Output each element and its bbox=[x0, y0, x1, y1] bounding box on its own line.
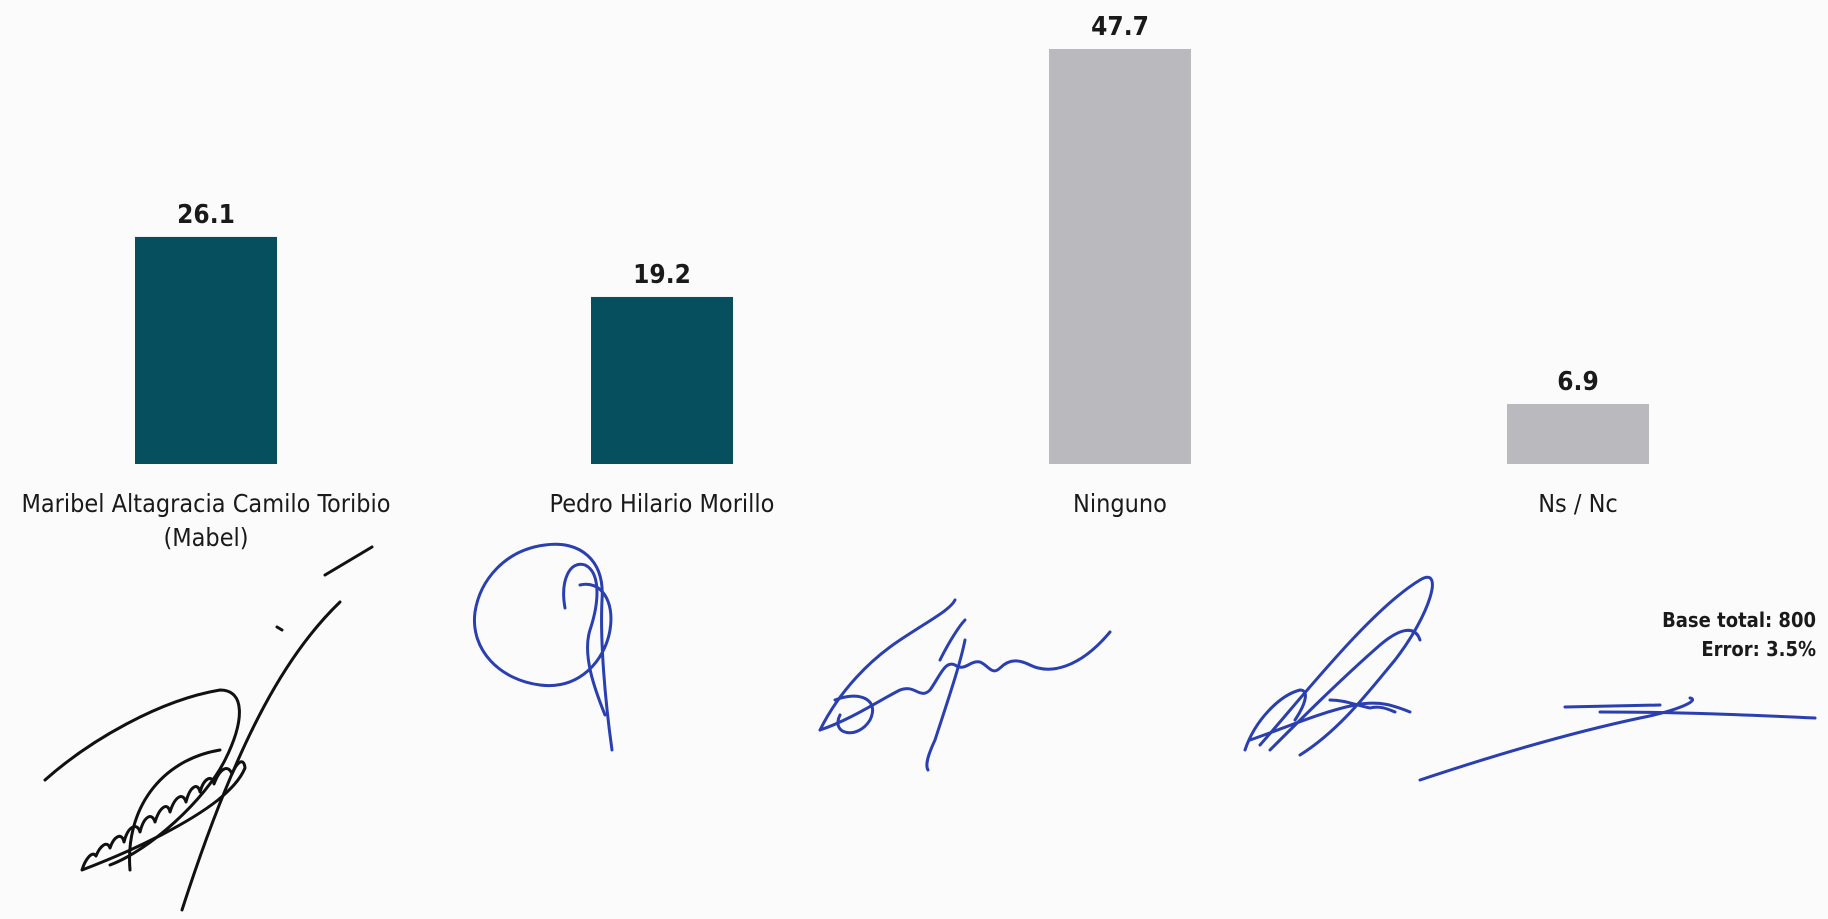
value-label-3: 47.7 bbox=[1091, 12, 1149, 42]
bars-group bbox=[135, 49, 1649, 464]
signature-5 bbox=[1418, 696, 1817, 782]
bar-2 bbox=[591, 296, 733, 464]
base-total-note: Base total: 800 bbox=[1662, 608, 1816, 632]
bar-1 bbox=[135, 236, 277, 464]
signature-4 bbox=[1243, 576, 1434, 757]
bar-3 bbox=[1049, 49, 1191, 464]
category-labels-group: Maribel Altagracia Camilo Toribio (Mabel)… bbox=[21, 489, 1617, 552]
bar-4 bbox=[1507, 403, 1649, 464]
category-label-1-line-2: (Mabel) bbox=[163, 523, 248, 552]
signature-3 bbox=[818, 598, 1112, 772]
value-label-4: 6.9 bbox=[1557, 367, 1598, 397]
value-labels-group: 26.1 19.2 47.7 6.9 bbox=[177, 12, 1599, 397]
value-label-1: 26.1 bbox=[177, 200, 235, 230]
signature-1 bbox=[43, 545, 374, 912]
signature-2 bbox=[472, 542, 614, 752]
category-label-1-line-1: Maribel Altagracia Camilo Toribio bbox=[21, 489, 390, 518]
category-label-3: Ninguno bbox=[1073, 489, 1167, 518]
category-label-2: Pedro Hilario Morillo bbox=[550, 489, 775, 518]
value-label-2: 19.2 bbox=[633, 260, 691, 290]
error-note: Error: 3.5% bbox=[1701, 637, 1816, 661]
category-label-4: Ns / Nc bbox=[1538, 489, 1618, 518]
